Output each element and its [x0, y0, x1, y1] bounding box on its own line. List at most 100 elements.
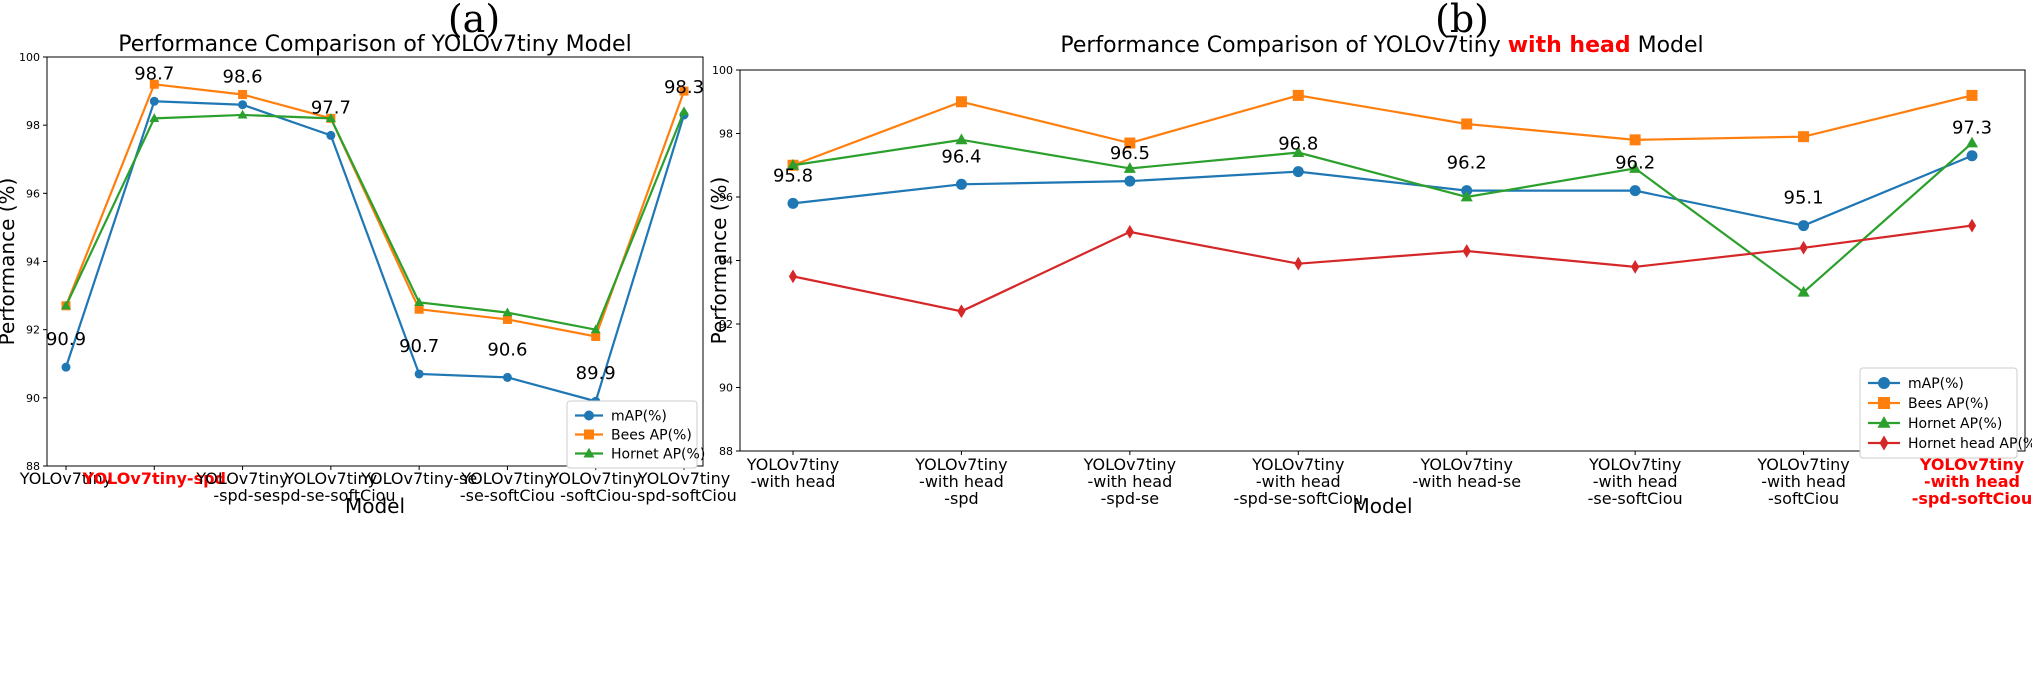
data-point [1799, 240, 1808, 255]
data-point [1629, 185, 1641, 197]
data-point [1292, 146, 1305, 157]
y-tick-label: 100 [19, 51, 40, 64]
legend-marker [583, 447, 595, 458]
data-point [502, 372, 512, 382]
data-point [1460, 190, 1473, 202]
y-tick-label: 92 [719, 318, 733, 331]
series-line [792, 154, 1973, 227]
chart-title: Performance Comparison of YOLOv7tiny wit… [1060, 33, 1703, 58]
legend-marker [1879, 435, 1889, 451]
x-tick-label: YOLOv7tiny-se [360, 469, 477, 488]
y-tick-label: 96 [719, 191, 733, 204]
series-hornet-ap- [61, 106, 689, 334]
data-point [502, 307, 513, 317]
data-point [149, 79, 159, 89]
data-label: 96.4 [941, 146, 981, 167]
data-point [679, 86, 689, 96]
data-point [1125, 225, 1134, 239]
data-label: 96.2 [1615, 153, 1655, 174]
series-map- [61, 96, 689, 406]
data-point [786, 158, 800, 170]
data-point [326, 130, 336, 140]
legend-marker [1877, 416, 1891, 428]
x-tick-label: YOLOv7tiny -with head -se-softCiou [1588, 455, 1683, 508]
x-tick-label: YOLOv7tiny -spd-se [195, 469, 288, 505]
legend-label: mAP(%) [1908, 376, 1964, 392]
panel-label-a: (a) [448, 0, 500, 41]
data-point [1798, 131, 1810, 143]
x-tick-label-highlight: YOLOv7tiny -with head -spd-softCiou [1912, 455, 2032, 508]
data-point [237, 109, 248, 119]
data-point [1124, 175, 1136, 187]
series-line [65, 111, 686, 331]
data-label: 96.5 [1110, 143, 1150, 164]
data-point [1965, 136, 1979, 148]
y-tick-label: 88 [719, 445, 733, 458]
data-point [955, 133, 968, 145]
data-point [1461, 118, 1473, 130]
data-point [955, 96, 967, 108]
plot-frame [739, 69, 2026, 452]
data-point [414, 304, 424, 314]
x-tick-label: YOLOv7tiny -with head -softCiou [1756, 455, 1849, 508]
legend-marker [1878, 377, 1890, 389]
y-tick-label: 92 [26, 324, 40, 337]
series-hornet-head-ap- [788, 218, 1977, 319]
x-tick-label: YOLOv7tiny -spd-softCiou [631, 469, 737, 505]
x-tick-label: YOLOv7tiny [19, 469, 112, 488]
chart-title: Performance Comparison of YOLOv7tiny Mod… [118, 32, 631, 57]
x-tick-label: YOLOv7tiny -with head-se [1412, 455, 1521, 491]
y-tick-label: 88 [26, 460, 40, 473]
data-point [1462, 244, 1471, 258]
data-point [1797, 285, 1810, 297]
data-point [1294, 256, 1303, 271]
data-point [1967, 218, 1977, 233]
y-tick-label: 100 [712, 64, 733, 77]
legend-label: Hornet AP(%) [1908, 416, 2002, 432]
x-axis-label: Model [1352, 494, 1412, 518]
legend-label: Bees AP(%) [611, 428, 692, 444]
data-point [590, 324, 601, 334]
x-axis-label: Model [345, 494, 405, 518]
series-line [64, 83, 686, 338]
legend-label: Hornet AP(%) [611, 447, 705, 463]
x-tick-label: YOLOv7tiny -with head -spd [914, 455, 1007, 508]
data-label: 95.1 [1784, 188, 1824, 209]
data-label: 97.3 [1952, 118, 1992, 139]
x-tick-label-highlight: YOLOv7tiny-spd [82, 469, 226, 488]
legend-box [1859, 367, 2018, 459]
legend-label: Bees AP(%) [1908, 396, 1989, 412]
data-point [1292, 166, 1304, 178]
data-point [955, 178, 967, 190]
series-line [792, 224, 1973, 313]
data-label: 95.8 [773, 165, 813, 186]
series-map- [787, 150, 1978, 232]
y-tick-label: 98 [719, 128, 733, 141]
y-tick-label: 94 [719, 255, 733, 268]
legend-marker [584, 429, 594, 440]
data-label: 98.3 [664, 77, 704, 98]
data-point [787, 197, 799, 209]
title-highlight: with head [1508, 33, 1631, 58]
data-label: 90.6 [487, 339, 527, 360]
legend-label: Hornet head AP(%) [1908, 436, 2032, 452]
series-line [792, 138, 1973, 294]
data-label: 96.2 [1447, 153, 1487, 174]
data-point [414, 369, 424, 379]
x-tick-label: YOLOv7tiny -softCiou [549, 469, 642, 505]
panel-label-b: (b) [1435, 0, 1489, 41]
title-part: Model [1631, 33, 1704, 58]
legend: mAP(%) Bees AP(%) Hornet AP(%) Hornet head … [1859, 367, 2032, 459]
series-hornet-ap- [786, 133, 1979, 297]
data-point [591, 331, 601, 341]
data-point [679, 106, 689, 116]
x-tick-label: YOLOv7tiny -spd-se-softCiou [266, 469, 395, 505]
y-tick-label: 94 [26, 256, 40, 269]
data-label: 98.7 [134, 63, 174, 84]
data-point [238, 100, 248, 110]
data-point [325, 113, 336, 122]
chart-a: Performance Comparison of YOLOv7tiny Mod… [0, 32, 737, 518]
data-point [1966, 150, 1978, 162]
data-point [61, 300, 71, 310]
